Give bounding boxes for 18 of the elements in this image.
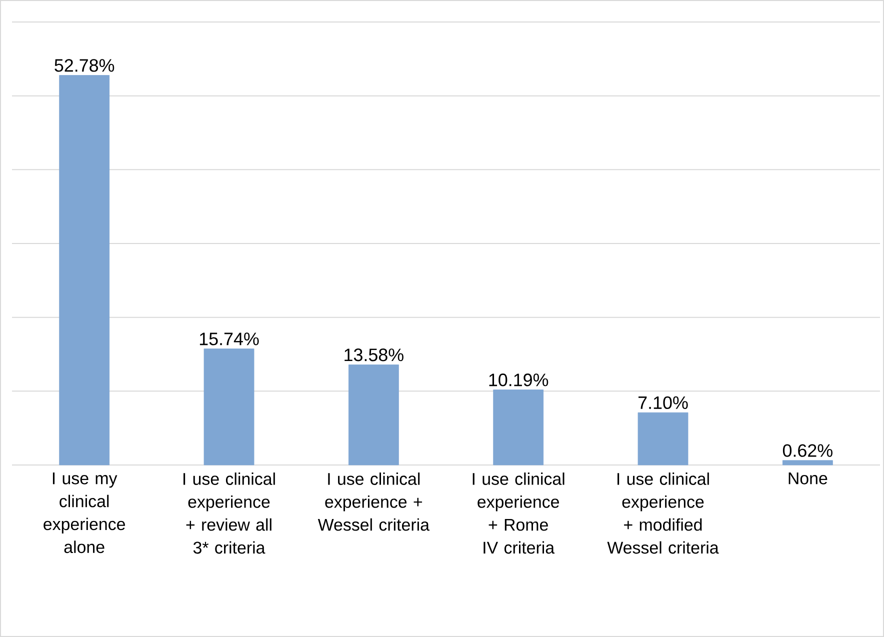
x-tick-label: None	[788, 472, 828, 484]
data-label: 10.19%	[489, 374, 548, 386]
data-label: 13.58%	[344, 348, 404, 362]
bar	[204, 348, 254, 466]
x-tick-label: I use clinical experience + Rome IV criteria	[472, 472, 564, 554]
bar	[638, 412, 688, 466]
bar	[782, 460, 833, 466]
data-label: 15.74%	[200, 332, 259, 346]
x-tick-label: I use clinical experience + review all 3* criteria	[184, 472, 275, 554]
bar	[493, 390, 544, 466]
data-label: 0.62%	[782, 444, 832, 457]
x-tick-label: I use clinical experience + modified Wessel criteria	[607, 472, 719, 554]
x-tick-label: I use my clinical experience alone	[44, 472, 125, 554]
bar	[348, 364, 399, 466]
x-tick-label: I use clinical experience + Wessel criteria	[318, 472, 430, 531]
bar	[59, 75, 110, 466]
data-label: 7.10%	[638, 396, 688, 410]
data-label: 52.78%	[54, 59, 114, 72]
